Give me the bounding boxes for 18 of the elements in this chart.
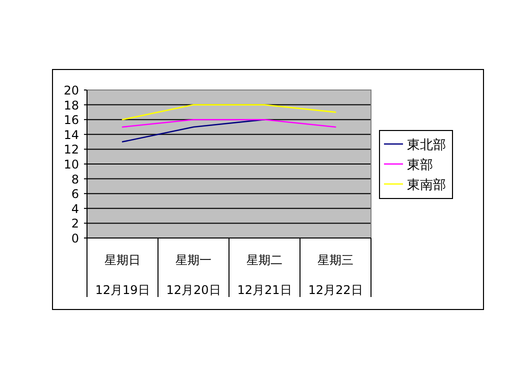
category-label: 星期二 12月21日 [237,253,292,297]
y-tick-label: 20 [64,84,79,98]
y-tick-label: 2 [71,216,79,231]
legend-label: 東部 [407,158,433,173]
category-label: 星期三 12月22日 [308,253,363,297]
y-tick-label: 14 [64,128,79,142]
y-tick-label: 4 [71,202,79,216]
y-tick-label: 0 [71,232,79,246]
y-tick-label: 12 [64,142,79,157]
y-tick-label: 10 [64,158,79,172]
legend-label: 東北部 [407,138,446,153]
category-label: 星期日 12月19日 [95,253,150,297]
category-label: 星期一 12月20日 [166,253,221,297]
y-tick-label: 6 [71,187,79,202]
y-tick-label: 8 [71,172,79,186]
y-tick-label: 16 [64,113,79,128]
legend-label: 東南部 [407,178,446,193]
y-tick-label: 18 [64,98,79,112]
